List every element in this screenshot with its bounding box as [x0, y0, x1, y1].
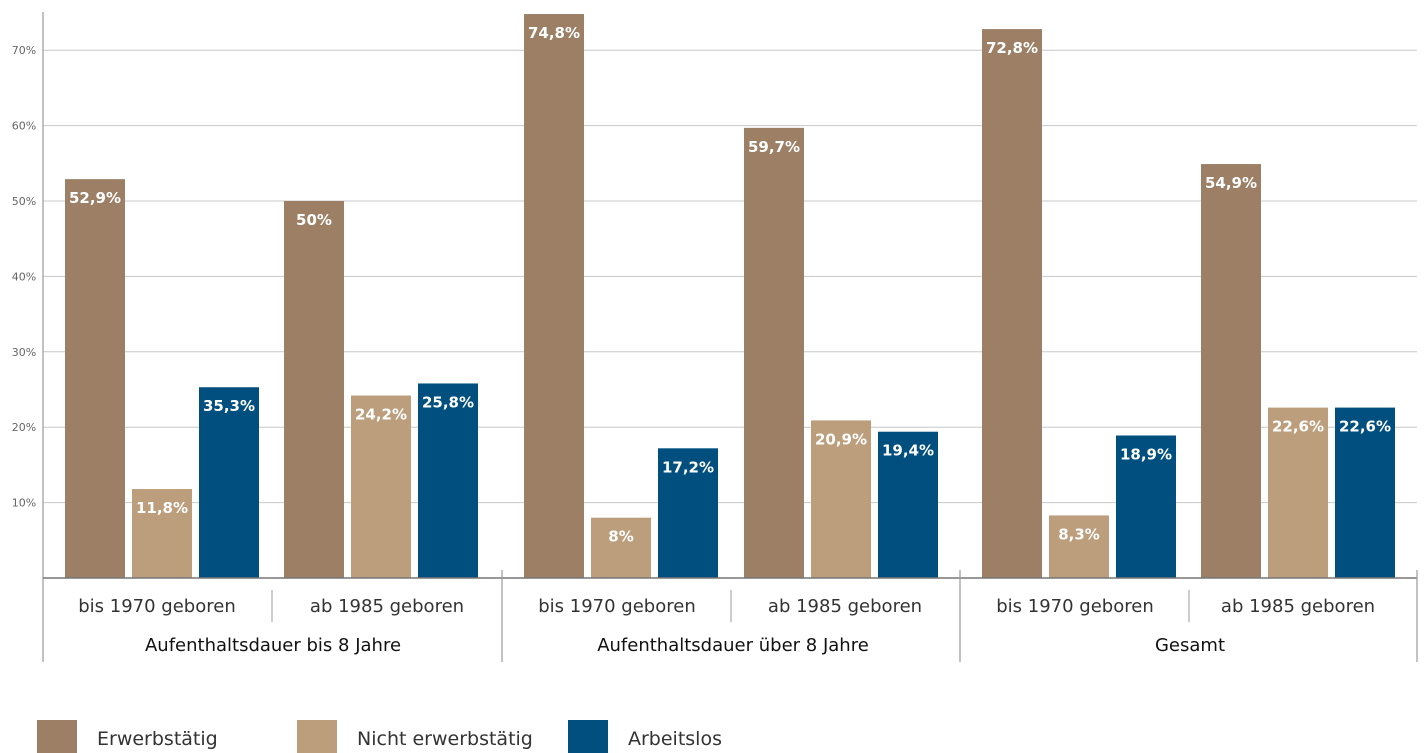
legend-swatch	[297, 720, 337, 753]
x-group-label: Aufenthaltsdauer über 8 Jahre	[597, 635, 869, 656]
bar-value-label: 8%	[608, 528, 633, 546]
bar	[65, 179, 125, 578]
bar-value-label: 20,9%	[815, 430, 867, 448]
bar-value-label: 11,8%	[136, 499, 188, 517]
gridlines	[43, 49, 1417, 504]
bar	[1268, 407, 1328, 578]
legend-label: Arbeitslos	[628, 728, 722, 750]
bar-value-label: 25,8%	[422, 393, 474, 411]
y-tick-label: 60%	[12, 120, 36, 133]
bars: 52,9% 50% 74,8% 59,7% 72,8% 54,9% 11,8% 24,2% 8%…	[65, 14, 1395, 579]
x-sub-category-label: ab 1985 geboren	[768, 596, 922, 617]
x-sub-category-label: bis 1970 geboren	[996, 596, 1153, 617]
bar-value-label: 54,9%	[1205, 174, 1257, 192]
bar	[1201, 164, 1261, 578]
bar-value-label: 17,2%	[662, 458, 714, 476]
legend-label: Nicht erwerbstätig	[357, 728, 533, 750]
x-group-label: Gesamt	[1155, 635, 1225, 656]
bar	[284, 201, 344, 578]
x-sub-category-label: ab 1985 geboren	[310, 596, 464, 617]
bar	[982, 29, 1042, 578]
bar	[1049, 515, 1109, 578]
y-axis-ticks: 10% 20% 30% 40% 50% 60% 70%	[12, 44, 36, 509]
bar-value-label: 24,2%	[355, 406, 407, 424]
bar	[132, 489, 192, 578]
bar-value-label: 52,9%	[69, 189, 121, 207]
x-axis-labels: bis 1970 geboren ab 1985 geboren Aufenthal…	[78, 596, 1375, 656]
legend-item: Nicht erwerbstätig	[297, 720, 533, 753]
bar	[1116, 435, 1176, 578]
bar	[1335, 407, 1395, 578]
bar-value-label: 22,6%	[1339, 418, 1391, 436]
bar-value-label: 8,3%	[1058, 525, 1100, 543]
bar	[351, 395, 411, 578]
bar	[744, 127, 804, 578]
bar-value-label: 72,8%	[986, 39, 1038, 57]
bar-value-label: 50%	[296, 211, 332, 229]
legend: Erwerbstätig Nicht erwerbstätig Arbeitslos	[37, 720, 722, 753]
y-tick-label: 20%	[12, 421, 36, 434]
bar-value-label: 22,6%	[1272, 418, 1324, 436]
bar	[658, 448, 718, 578]
axes	[42, 12, 1418, 662]
legend-label: Erwerbstätig	[97, 728, 218, 750]
bar-value-label: 35,3%	[203, 397, 255, 415]
legend-item: Erwerbstätig	[37, 720, 218, 753]
bar	[811, 420, 871, 578]
x-sub-category-label: ab 1985 geboren	[1221, 596, 1375, 617]
x-sub-category-label: bis 1970 geboren	[78, 596, 235, 617]
bar	[878, 431, 938, 578]
y-tick-label: 70%	[12, 44, 36, 57]
bar	[524, 14, 584, 579]
x-group-label: Aufenthaltsdauer bis 8 Jahre	[145, 635, 401, 656]
x-sub-category-label: bis 1970 geboren	[538, 596, 695, 617]
bar	[199, 387, 259, 578]
bar-value-label: 19,4%	[882, 442, 934, 460]
bar	[418, 383, 478, 578]
y-tick-label: 50%	[12, 195, 36, 208]
y-tick-label: 40%	[12, 270, 36, 283]
y-tick-label: 30%	[12, 346, 36, 359]
bar-value-label: 59,7%	[748, 138, 800, 156]
bar-value-label: 74,8%	[528, 24, 580, 42]
legend-swatch	[568, 720, 608, 753]
bar-value-label: 18,9%	[1120, 445, 1172, 463]
legend-item: Arbeitslos	[568, 720, 722, 753]
bar	[591, 517, 651, 578]
y-tick-label: 10%	[12, 497, 36, 510]
legend-swatch	[37, 720, 77, 753]
